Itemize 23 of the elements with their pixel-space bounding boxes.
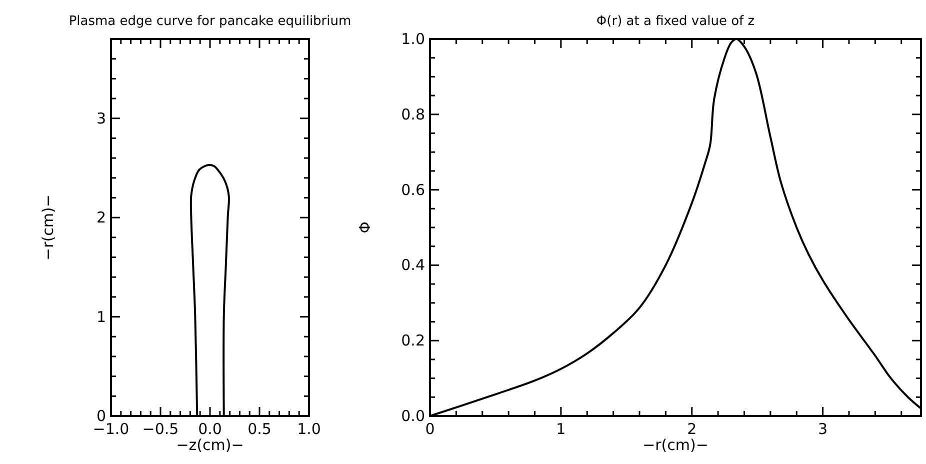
- y-tick-label: 0.0: [401, 407, 425, 425]
- y-tick-label: 0.4: [401, 256, 425, 274]
- x-tick-label: 0.0: [198, 420, 222, 438]
- y-tick-label: 0.2: [401, 332, 425, 350]
- y-tick-label: 1.0: [401, 30, 425, 48]
- y-tick-label: 0.8: [401, 105, 425, 124]
- y-tick-label: 0.6: [401, 180, 425, 199]
- line-series: [429, 38, 922, 417]
- y-tick-label: 2: [96, 208, 106, 227]
- chart-title: Plasma edge curve for pancake equilibrium: [68, 14, 352, 29]
- y-tick-label: 3: [96, 109, 106, 128]
- x-axis-title: −r(cm)−: [642, 436, 708, 454]
- x-axis-title: −z(cm)−: [176, 436, 244, 454]
- y-axis-title: −r(cm)−: [39, 194, 57, 260]
- x-tick-label: 2: [687, 420, 697, 438]
- x-tick-label: 1: [556, 420, 566, 438]
- x-tick-label: 0.5: [248, 420, 272, 438]
- x-tick-label: 3: [818, 420, 828, 438]
- x-tick-label: −0.5: [142, 420, 179, 438]
- y-tick-label: 1: [96, 308, 106, 326]
- chart-title: Φ(r) at a fixed value of z: [596, 14, 755, 29]
- y-axis-title: Φ: [356, 222, 374, 234]
- x-tick-label: 1.0: [297, 420, 321, 438]
